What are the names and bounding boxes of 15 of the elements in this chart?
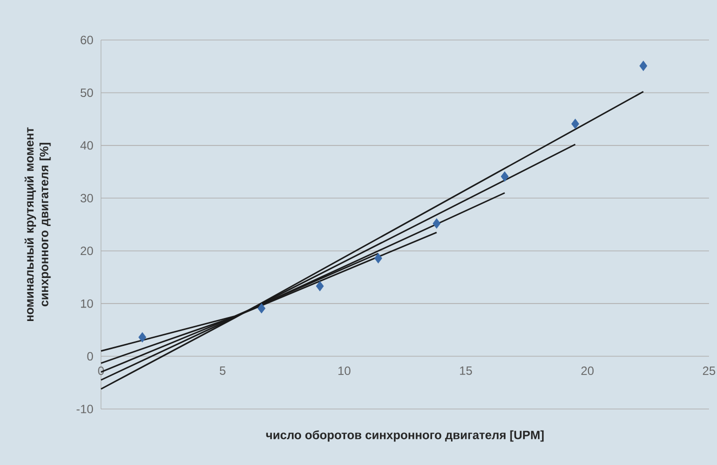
- y-tick-label: 0: [87, 352, 93, 361]
- y-tick-label: -10: [76, 404, 93, 414]
- x-tick-label: 25: [702, 366, 716, 376]
- x-axis-title: число оборотов синхронного двигателя [UPM]: [266, 430, 544, 442]
- x-tick-label: 20: [581, 366, 594, 376]
- y-tick-label: 20: [80, 246, 93, 256]
- y-tick-label: 40: [80, 141, 93, 150]
- y-tick-label: 10: [81, 299, 93, 308]
- y-tick-label: 50: [80, 88, 93, 97]
- y-axis-title: номинальный крутящий момент синхронного двигателя [%]: [24, 127, 51, 322]
- x-tick-label: 15: [460, 366, 472, 375]
- x-tick-label: 10: [338, 366, 350, 376]
- y-tick-label: 30: [80, 194, 93, 202]
- y-tick-label: 60: [80, 36, 93, 44]
- x-tick-label: 5: [220, 366, 226, 375]
